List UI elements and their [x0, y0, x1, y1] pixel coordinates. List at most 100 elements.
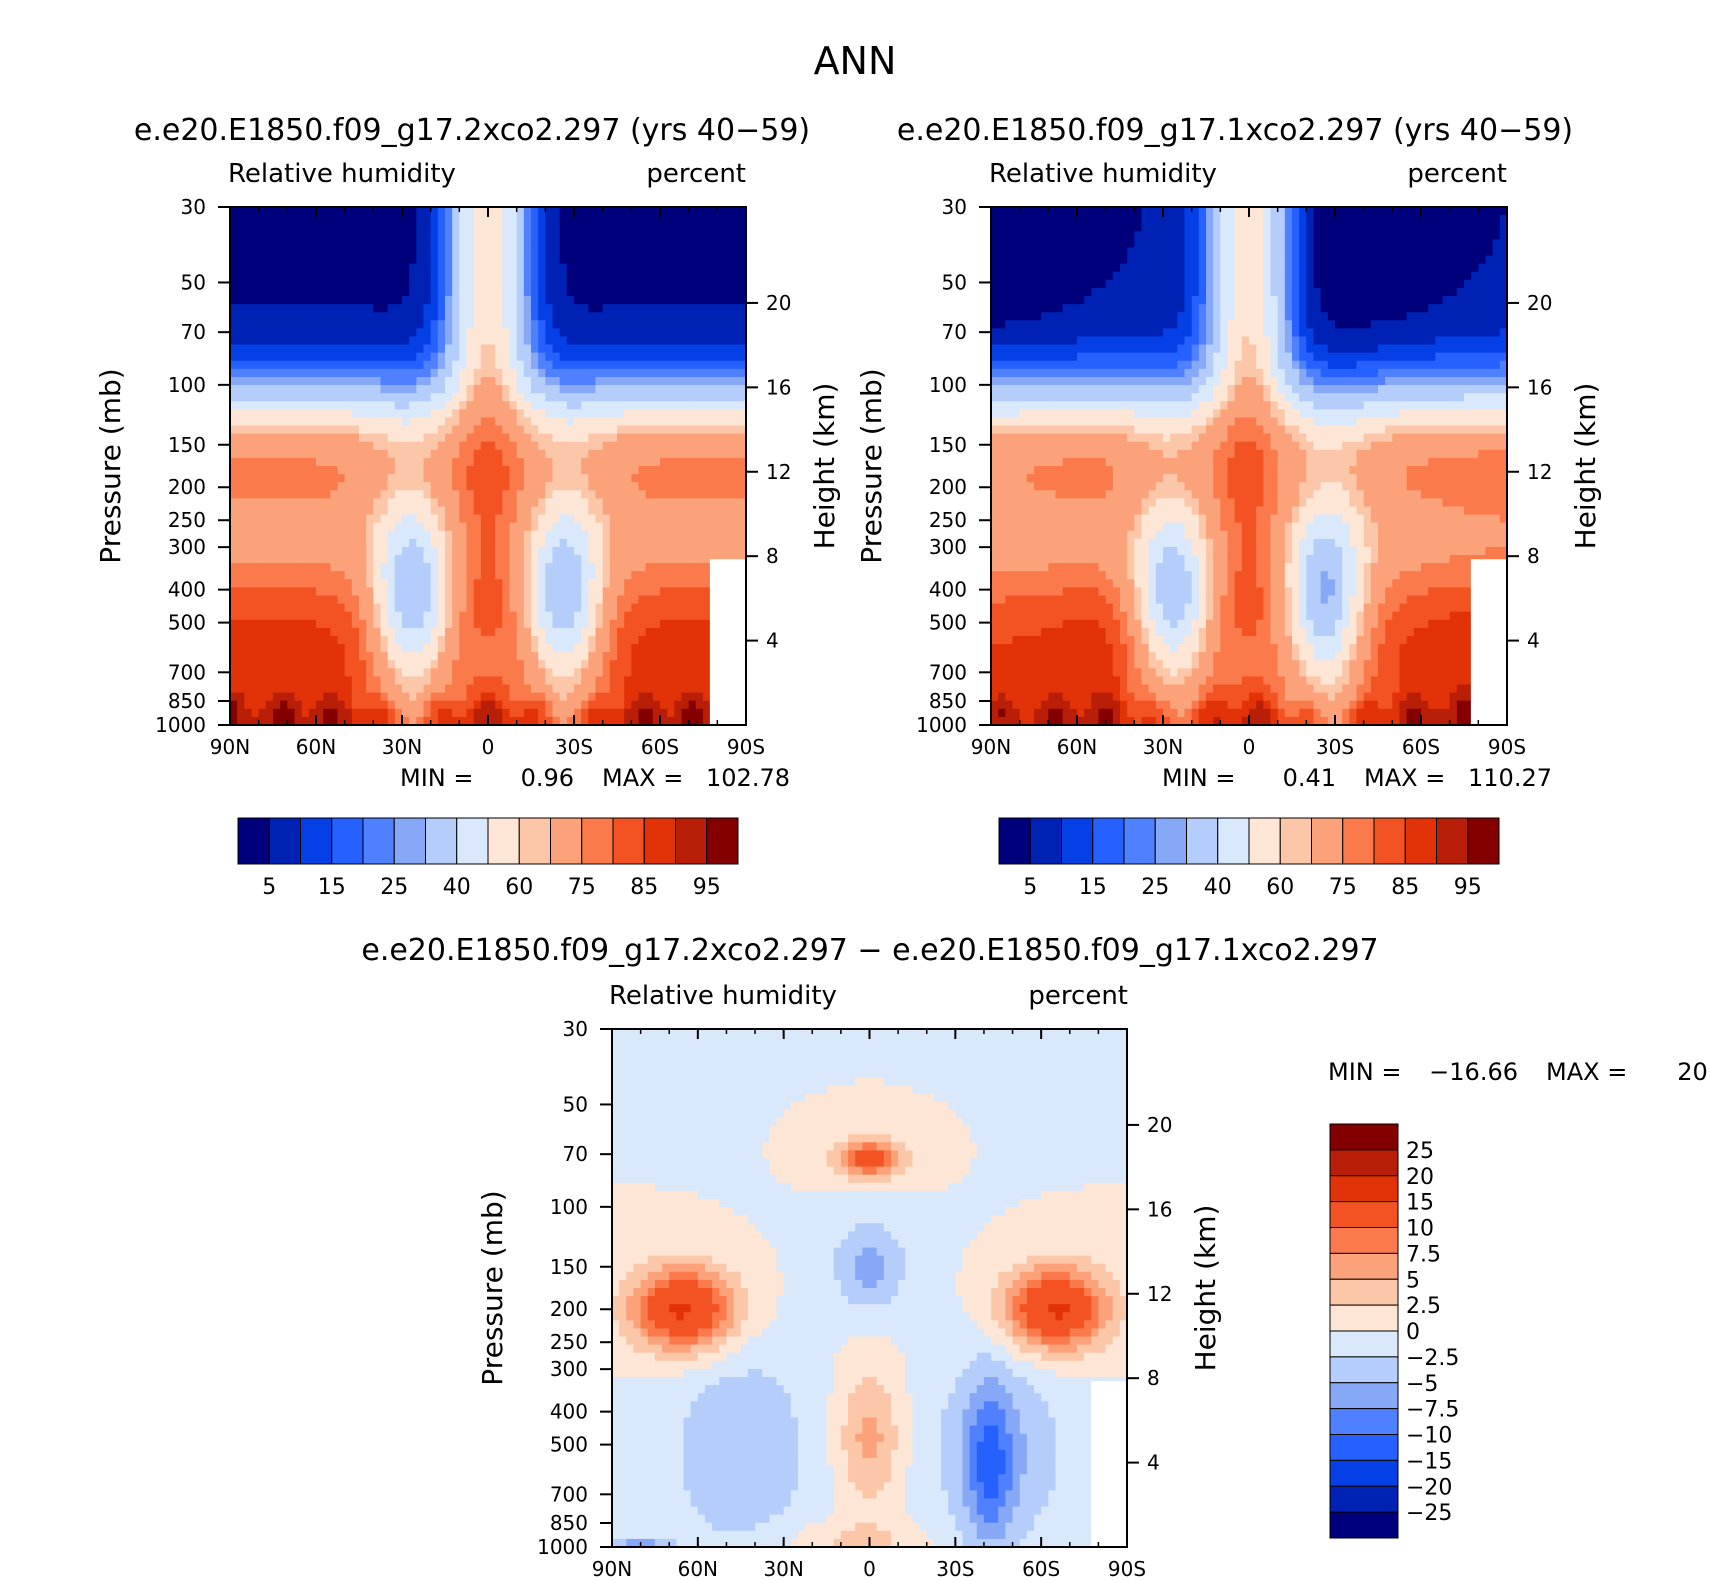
field-cell: [703, 627, 711, 637]
field-cell: [409, 652, 417, 661]
field-cell: [516, 474, 525, 483]
field-cell: [523, 611, 532, 621]
field-cell: [566, 368, 575, 378]
field-cell: [710, 304, 718, 313]
field-cell: [1105, 215, 1114, 224]
field-cell: [545, 255, 554, 265]
field-cell: [316, 393, 324, 402]
field-cell: [280, 425, 288, 435]
field-cell: [359, 231, 367, 240]
field-cell: [495, 530, 503, 540]
field-cell: [531, 611, 539, 621]
field-cell: [344, 393, 353, 402]
field-cell: [660, 320, 668, 329]
field-cell: [394, 296, 403, 305]
field-cell: [531, 506, 539, 516]
field-cell: [688, 457, 697, 467]
field-cell: [1019, 207, 1028, 216]
field-cell: [237, 490, 245, 499]
field-cell: [459, 368, 468, 378]
field-cell: [645, 409, 654, 419]
field-cell: [559, 271, 568, 281]
field-cell: [273, 207, 281, 216]
field-cell: [251, 538, 260, 548]
field-cell: [1163, 207, 1171, 216]
field-cell: [416, 247, 425, 257]
field-cell: [631, 611, 640, 621]
field-cell: [645, 304, 654, 313]
field-cell: [545, 352, 554, 362]
field-cell: [337, 296, 346, 305]
field-cell: [402, 376, 410, 386]
field-cell: [688, 652, 697, 661]
field-cell: [660, 644, 668, 653]
field-cell: [359, 449, 367, 459]
field-cell: [359, 279, 367, 289]
field-cell: [480, 482, 489, 491]
field-cell: [688, 644, 697, 653]
field-cell: [523, 474, 532, 483]
field-cell: [595, 239, 604, 249]
field-cell: [330, 441, 339, 451]
field-cell: [545, 692, 554, 702]
field-cell: [660, 368, 668, 378]
field-cell: [251, 255, 260, 265]
field-cell: [488, 538, 496, 548]
field-cell: [294, 247, 303, 257]
field-cell: [437, 587, 446, 597]
field-cell: [566, 563, 575, 572]
field-cell: [351, 409, 360, 419]
field-cell: [258, 538, 267, 548]
p-tick-label: 100: [168, 373, 206, 397]
field-cell: [703, 490, 711, 499]
field-cell: [366, 263, 374, 273]
field-cell: [366, 506, 374, 516]
field-cell: [731, 207, 740, 216]
field-cell: [688, 393, 697, 402]
field-cell: [588, 376, 597, 386]
field-cell: [523, 627, 532, 637]
field-cell: [402, 644, 410, 653]
colorbar-swatch: [456, 817, 489, 865]
field-cell: [516, 579, 525, 588]
field-cell: [1241, 215, 1250, 224]
field-cell: [516, 619, 525, 629]
field-cell: [351, 708, 360, 718]
field-cell: [609, 223, 618, 232]
field-cell: [624, 668, 632, 678]
field-cell: [559, 522, 568, 532]
field-cell: [674, 296, 683, 305]
field-cell: [645, 538, 654, 548]
field-cell: [638, 385, 647, 394]
field-cell: [617, 684, 625, 694]
field-cell: [251, 676, 260, 686]
field-cell: [452, 401, 460, 410]
field-cell: [308, 490, 317, 499]
field-cell: [366, 441, 374, 451]
field-cell: [688, 716, 697, 726]
field-cell: [294, 579, 303, 588]
field-cell: [660, 676, 668, 686]
field-cell: [509, 660, 518, 669]
field-cell: [366, 457, 374, 467]
field-cell: [273, 716, 281, 726]
field-cell: [373, 449, 382, 459]
field-cell: [423, 425, 432, 435]
field-cell: [308, 207, 317, 216]
field-cell: [1241, 207, 1250, 216]
field-cell: [631, 344, 640, 354]
field-cell: [287, 490, 296, 499]
field-cell: [337, 304, 346, 313]
field-cell: [617, 312, 625, 321]
field-cell: [638, 482, 647, 491]
field-cell: [681, 603, 690, 613]
field-cell: [466, 627, 475, 637]
field-cell: [581, 207, 589, 216]
field-cell: [523, 692, 532, 702]
field-cell: [402, 668, 410, 678]
field-cell: [351, 304, 360, 313]
field-cell: [273, 457, 281, 467]
field-cell: [488, 376, 496, 386]
field-cell: [344, 571, 353, 580]
field-cell: [516, 522, 525, 532]
